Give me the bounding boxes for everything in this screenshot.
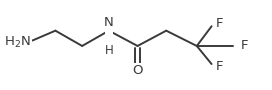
Text: O: O [132,64,143,77]
Text: F: F [216,17,223,30]
Text: H: H [104,29,113,57]
Text: N: N [104,16,114,29]
Text: F: F [216,60,223,73]
Text: F: F [241,39,248,52]
Text: H$_2$N: H$_2$N [4,35,30,50]
